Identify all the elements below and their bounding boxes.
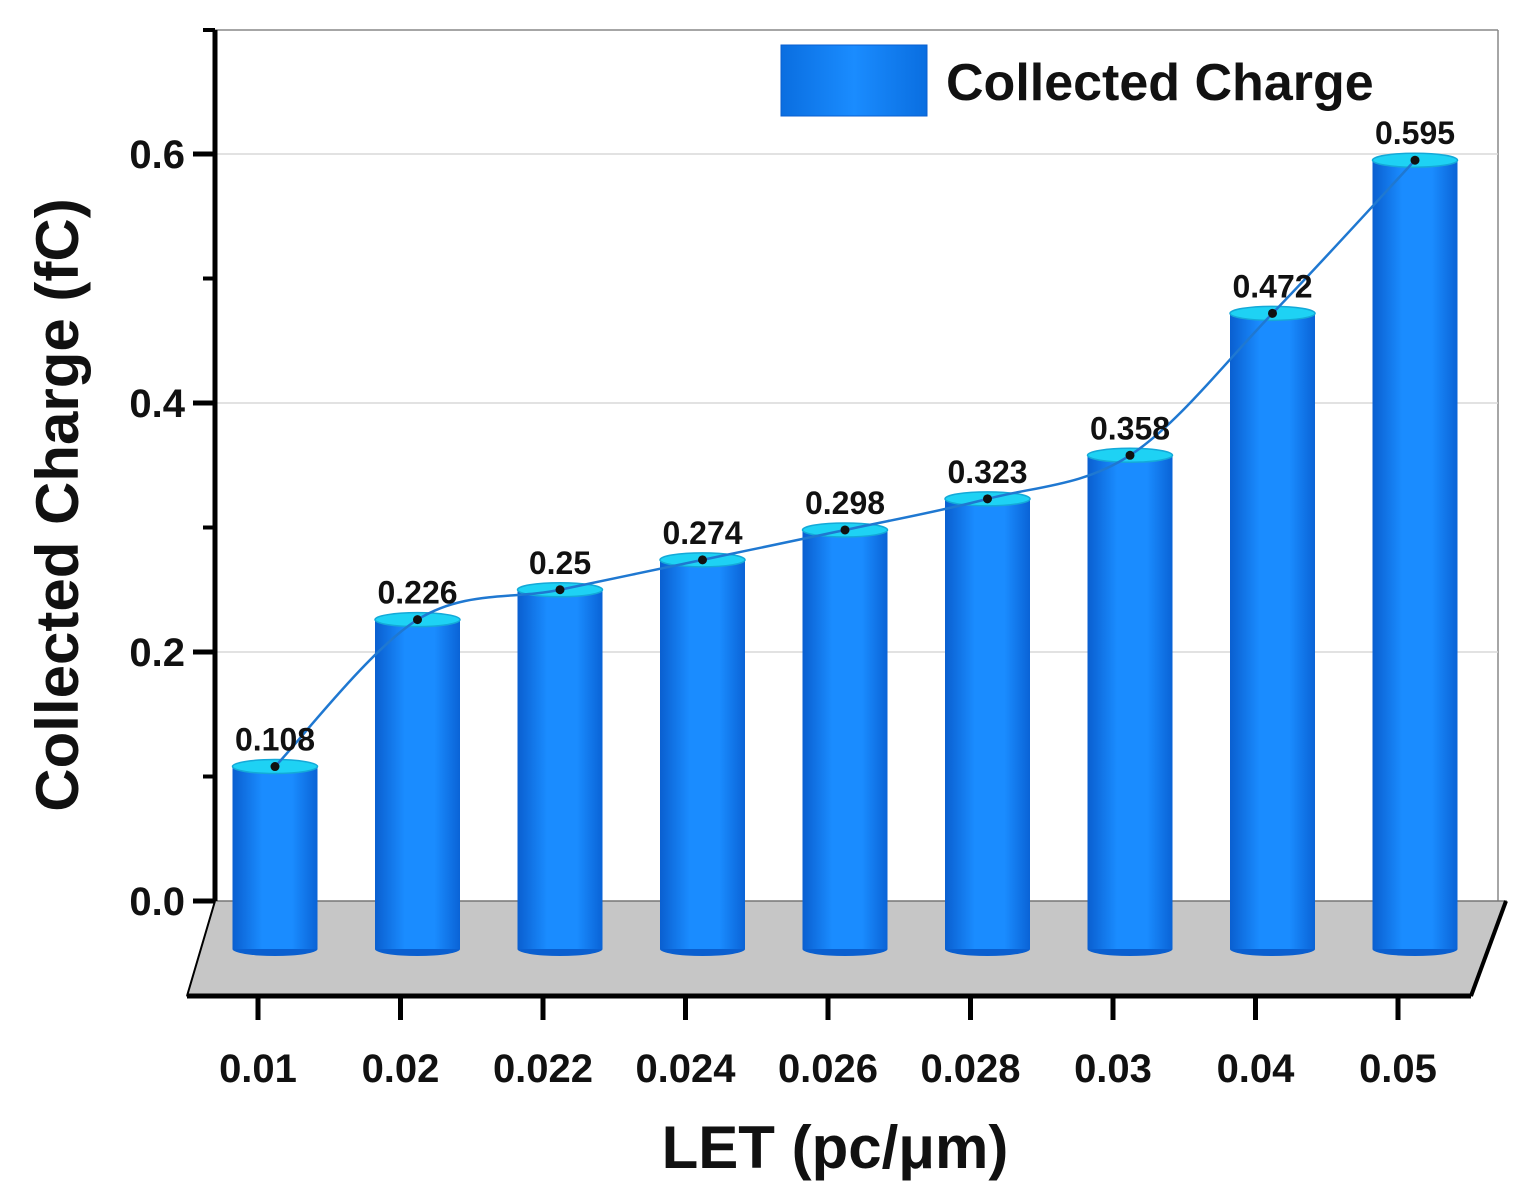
data-label-7: 0.472 <box>1232 268 1312 304</box>
bar-3 <box>659 552 746 956</box>
x-tick-labels: 0.01 0.02 0.022 0.024 0.026 0.028 0.03 0.04 0.05 <box>219 996 1437 1091</box>
x-axis-title: LET (pc/μm) <box>662 1114 1009 1181</box>
x-tick-label-6: 0.03 <box>1074 1047 1152 1091</box>
y-tick-labels: 0.0 0.2 0.4 0.6 <box>129 133 185 924</box>
bar-face-0 <box>232 766 318 949</box>
data-label-1: 0.226 <box>377 575 457 611</box>
data-label-8: 0.595 <box>1375 115 1455 151</box>
trend-point-4 <box>840 525 850 535</box>
bar-face-1 <box>375 619 460 949</box>
x-tick-label-4: 0.026 <box>778 1047 878 1091</box>
data-label-6: 0.358 <box>1090 410 1170 446</box>
bar-2 <box>516 582 604 956</box>
bar-face-3 <box>660 559 745 949</box>
legend: Collected Charge <box>780 44 1374 117</box>
data-label-4: 0.298 <box>805 485 885 521</box>
trend-point-2 <box>555 585 565 595</box>
bar-face-8 <box>1372 160 1458 950</box>
y-tick-label-1: 0.2 <box>129 631 185 675</box>
trend-point-7 <box>1268 308 1277 318</box>
legend-swatch <box>780 44 928 117</box>
data-label-0: 0.108 <box>235 722 315 758</box>
trend-line <box>270 155 1420 772</box>
bar-face-7 <box>1230 313 1315 949</box>
y-tick-label-0: 0.0 <box>129 880 185 924</box>
floor-left-edge <box>186 900 216 997</box>
trend-point-3 <box>698 555 707 565</box>
x-tick-label-0: 0.01 <box>219 1047 297 1091</box>
x-tick-label-1: 0.02 <box>362 1047 440 1091</box>
bar-6 <box>1086 447 1174 956</box>
trend-point-6 <box>1125 450 1135 460</box>
data-labels: 0.108 0.226 0.25 0.274 0.298 0.323 0.358 0.472 0… <box>235 115 1455 757</box>
bars <box>231 152 1459 956</box>
floor-right-edge <box>1469 900 1508 997</box>
bar-face-4 <box>802 529 888 949</box>
bar-5 <box>944 491 1031 956</box>
trend-point-1 <box>413 615 422 625</box>
bar-face-2 <box>517 589 603 949</box>
x-tick-label-5: 0.028 <box>920 1047 1020 1091</box>
y-axis-title: Collected Charge (fC) <box>24 198 91 811</box>
y-tick-label-3: 0.6 <box>129 133 185 177</box>
bar-7 <box>1229 305 1316 956</box>
bar-1 <box>374 611 461 956</box>
x-tick-label-3: 0.024 <box>635 1047 736 1091</box>
trend-point-8 <box>1410 155 1420 165</box>
bar-0 <box>231 758 319 956</box>
legend-label: Collected Charge <box>946 54 1374 112</box>
bar-face-6 <box>1087 455 1173 949</box>
trend-point-0 <box>270 762 280 772</box>
bar-face-5 <box>945 498 1030 949</box>
x-tick-label-8: 0.05 <box>1359 1047 1437 1091</box>
data-label-2: 0.25 <box>529 545 591 581</box>
plot-back-wall <box>215 29 1499 901</box>
data-label-3: 0.274 <box>662 515 742 551</box>
trend-point-5 <box>983 494 992 504</box>
x-tick-label-7: 0.04 <box>1217 1047 1296 1091</box>
data-label-5: 0.323 <box>947 454 1027 490</box>
bar-4 <box>801 522 889 956</box>
bar-8 <box>1371 152 1459 956</box>
x-tick-label-2: 0.022 <box>493 1047 593 1091</box>
y-tick-label-2: 0.4 <box>129 382 185 426</box>
